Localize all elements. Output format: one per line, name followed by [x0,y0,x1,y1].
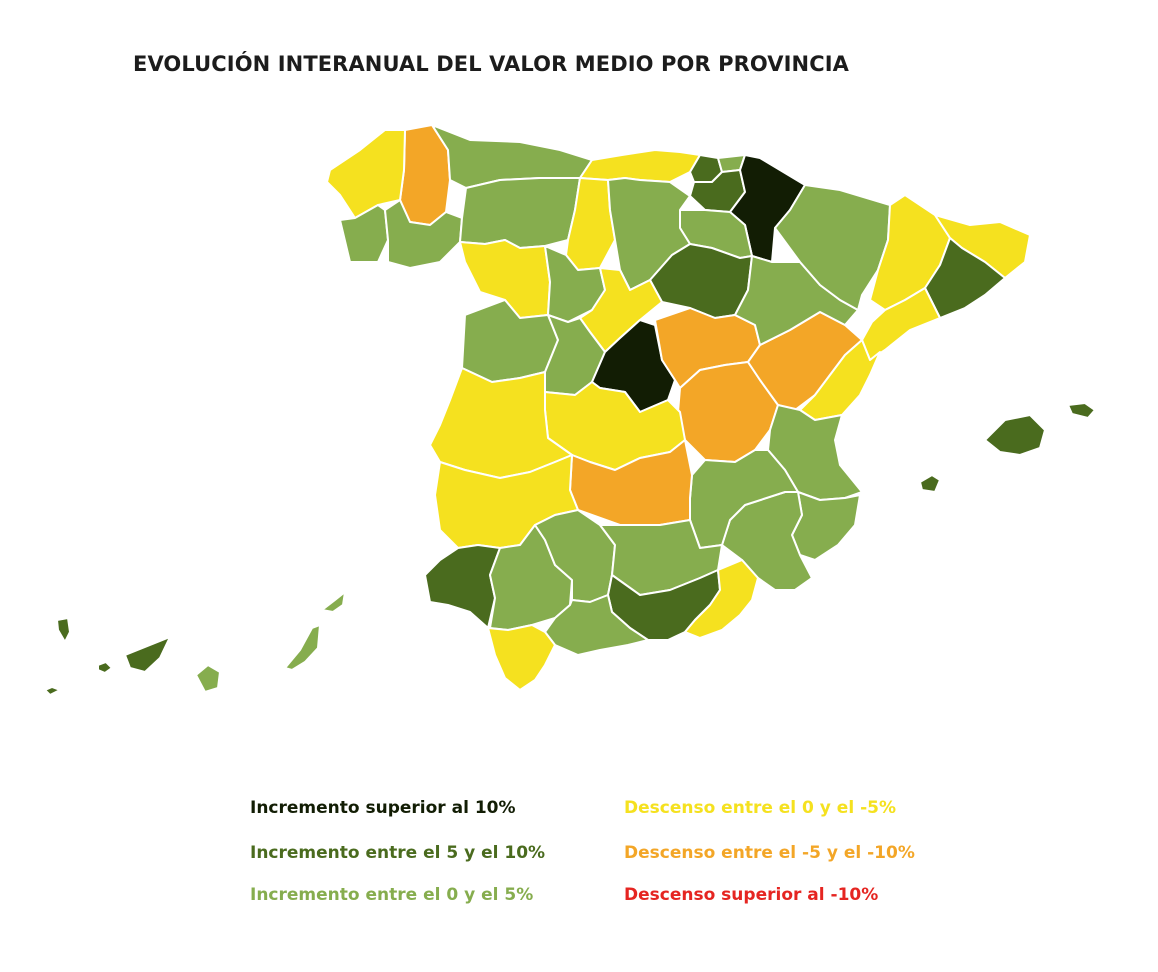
province-murcia: Murcia [721,491,813,591]
legend-item-6: Descenso superior al -10% [624,885,879,905]
province-lanzarote: Lanzarote [321,591,346,613]
province-cadiz: Cádiz [487,624,556,691]
province-huelva: Huelva [424,544,501,629]
province-la-gomera: La Gomera [97,661,113,674]
legend-item-5: Descenso entre el -5 y el -10% [624,843,915,863]
province-fuerteventura: Fuerteventura [284,624,321,671]
map-title: EVOLUCIÓN INTERANUAL DEL VALOR MEDIO POR… [133,52,849,76]
province-ibiza: Ibiza [919,474,941,493]
province-barcelona: Barcelona [924,237,1006,319]
province-alicante: Alicante [791,491,861,561]
province-cantabria: Cantabria [579,149,701,183]
legend-item-1: Incremento superior al 10% [250,798,516,818]
legend-item-3: Incremento entre el 0 y el 5% [250,885,534,905]
province-malaga: Málaga [544,594,649,656]
province-la-palma: La Palma [56,617,71,643]
legend-item-2: Incremento entre el 5 y el 10% [250,843,546,863]
province-gran-canaria: Gran Canaria [195,664,221,693]
legend-item-4: Descenso entre el 0 y el -5% [624,798,896,818]
province-ciudad-real: Ciudad Real [569,439,693,526]
province-el-hierro: El Hierro [44,686,61,696]
province-tenerife: Tenerife [124,636,171,673]
province-menorca: Menorca [1067,402,1096,419]
province-huesca: Huesca [774,184,891,311]
province-mallorca: Mallorca [984,414,1046,456]
province-pontevedra: Pontevedra [339,204,389,263]
province-leon: León [459,177,581,249]
province-almeria: Almería [684,559,759,639]
province-tarragona: Tarragona [861,287,941,361]
